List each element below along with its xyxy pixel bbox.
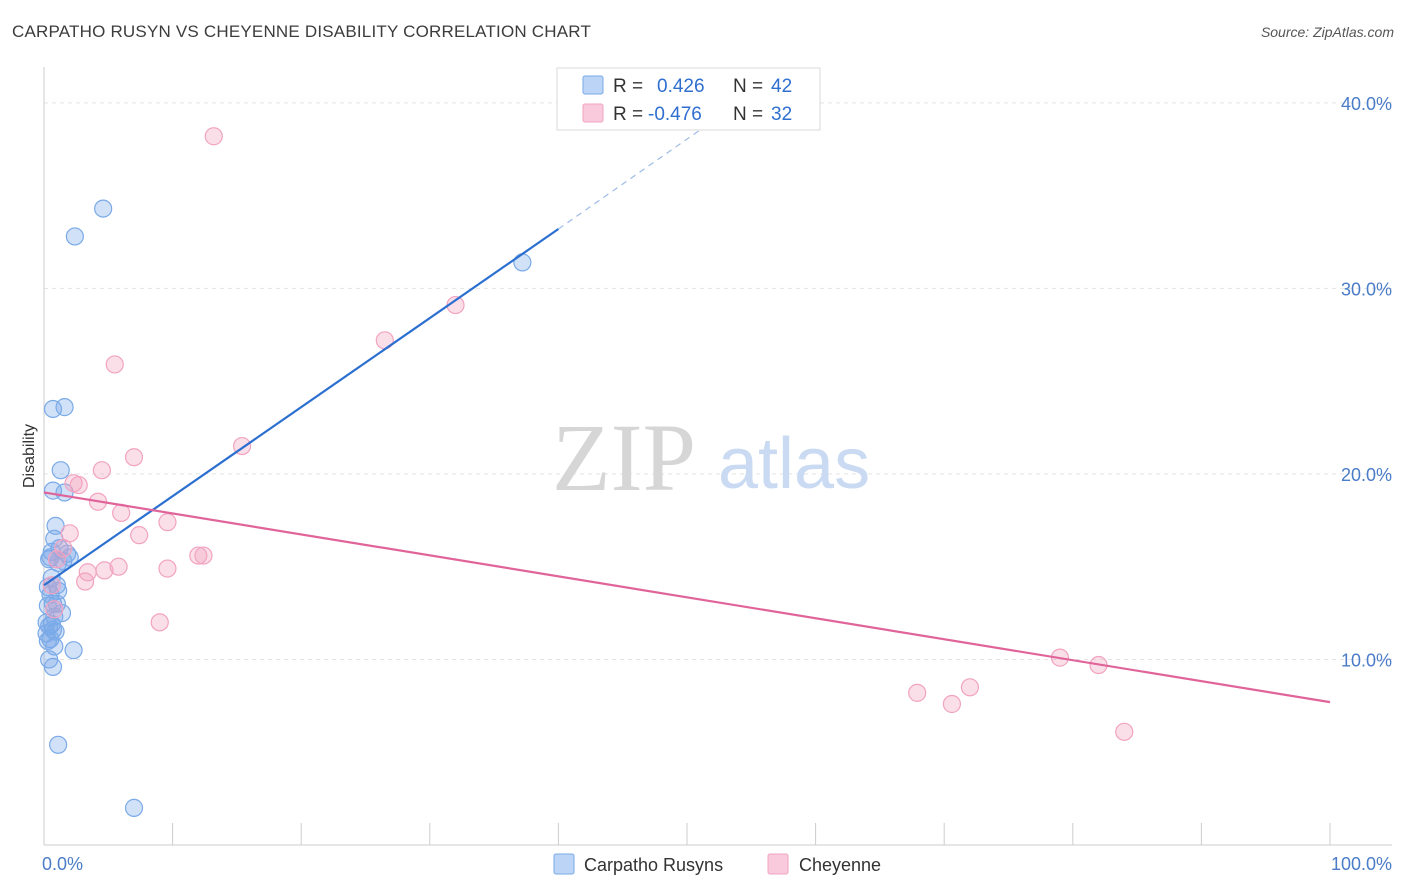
cheyenne-point-25 (150, 613, 169, 632)
cheyenne-point-31 (1115, 722, 1134, 741)
y-axis-title: Disability (21, 424, 38, 488)
series-swatch-cheyenne (767, 853, 789, 875)
cheyenne-point-18 (109, 557, 128, 576)
carpatho-point-4 (51, 461, 70, 480)
legend-r-label-1: R = (613, 76, 643, 97)
carpatho-point-39 (513, 253, 532, 272)
legend-r-value-2: -0.476 (648, 104, 702, 125)
y-tick-label-1: 20.0% (1341, 465, 1392, 485)
gridlines (44, 102, 1392, 660)
cheyenne-point-19 (158, 559, 177, 578)
axes (43, 67, 1392, 846)
cheyenne-point-8 (69, 475, 88, 495)
cheyenne-point-16 (194, 546, 213, 565)
carpatho-point-7 (46, 516, 65, 535)
carpatho-point-34 (64, 641, 83, 660)
cheyenne-point-28 (960, 678, 980, 697)
cheyenne-point-30 (942, 694, 962, 714)
cheyenne-point-17 (47, 550, 66, 569)
carpatho-point-2 (55, 398, 74, 417)
legend-r-value-1: 0.426 (657, 76, 705, 97)
chart-title: CARPATHO RUSYN VS CHEYENNE DISABILITY CO… (12, 22, 592, 41)
y-tick-label-0: 10.0% (1341, 650, 1392, 670)
series-label-carpatho: Carpatho Rusyns (584, 855, 723, 875)
legend-swatch-carpatho (582, 75, 604, 95)
legend-r-label-2: R = (613, 104, 643, 125)
cheyenne-point-29 (908, 683, 927, 702)
watermark: ZIP atlas (552, 404, 870, 511)
cheyenne-point-23 (42, 576, 61, 595)
cheyenne-point-11 (158, 513, 177, 532)
cheyenne-point-22 (76, 572, 95, 591)
carpatho-point-36 (43, 657, 63, 676)
trend-lines (43, 111, 1331, 704)
cheyenne-point-14 (54, 539, 73, 558)
x-tick-label-0: 0.0% (42, 854, 83, 874)
cheyenne-point-5 (124, 448, 144, 467)
cheyenne-point-20 (95, 561, 114, 580)
y-tick-label-3: 40.0% (1341, 94, 1392, 114)
cheyenne-point-0 (204, 127, 223, 146)
cheyenne-trend-line (43, 491, 1331, 704)
series-legend: Carpatho Rusyns Cheyenne (553, 853, 881, 875)
y-tick-label-2: 30.0% (1341, 279, 1392, 299)
carpatho-point-3 (43, 399, 63, 419)
legend-n-label-2: N = (733, 104, 763, 125)
series-swatch-carpatho (553, 853, 575, 875)
watermark-atlas: atlas (718, 424, 870, 504)
series-label-cheyenne: Cheyenne (799, 855, 881, 875)
cheyenne-point-13 (130, 526, 149, 545)
legend-n-label-1: N = (733, 76, 763, 97)
carpatho-point-37 (49, 735, 68, 754)
carpatho-point-38 (124, 798, 144, 817)
carpatho-point-0 (94, 199, 113, 218)
carpatho-point-40 (41, 548, 60, 567)
legend-swatch-cheyenne (582, 103, 604, 123)
watermark-zip: ZIP (552, 404, 696, 511)
carpatho-trend-line (43, 228, 560, 587)
carpatho-trend-extension (558, 111, 726, 230)
cheyenne-point-6 (92, 461, 111, 480)
legend-n-value-1: 42 (771, 76, 792, 97)
cheyenne-point-15 (189, 546, 208, 565)
source-label: Source: ZipAtlas.com (1260, 24, 1394, 40)
cheyenne-point-24 (45, 600, 64, 619)
correlation-legend: R = 0.426 N = 42 R = -0.476 N = 32 (556, 67, 821, 131)
carpatho-point-1 (65, 227, 84, 246)
cheyenne-point-3 (105, 355, 124, 374)
x-tick-label-1: 100.0% (1331, 854, 1392, 874)
legend-n-value-2: 32 (771, 104, 792, 125)
tick-labels: 10.0% 20.0% 30.0% 40.0% 0.0% 100.0% (42, 94, 1392, 874)
